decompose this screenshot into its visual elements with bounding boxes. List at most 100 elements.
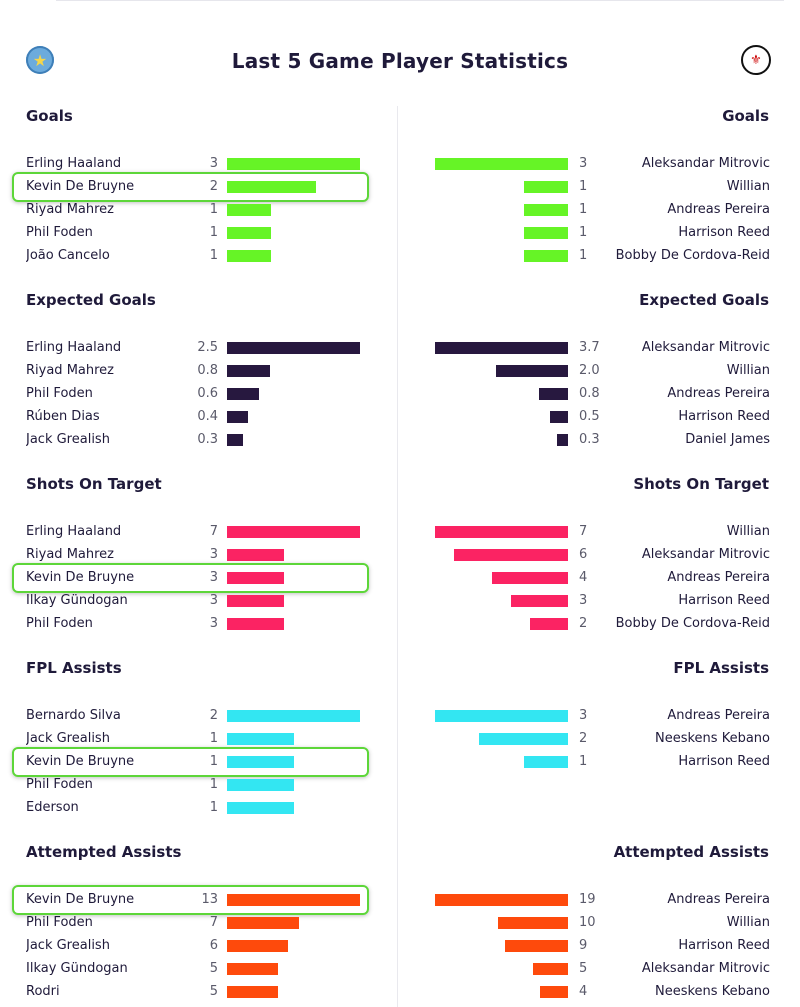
away-player-row[interactable]: 1 Harrison Reed [420, 223, 770, 243]
stat-value: 5 [579, 961, 588, 976]
page-title: Last 5 Game Player Statistics [231, 49, 569, 73]
home-player-row[interactable]: Jack Grealish 0.3 [26, 430, 366, 450]
home-player-row[interactable]: Riyad Mahrez 0.8 [26, 361, 366, 381]
stat-bar [227, 710, 360, 722]
home-player-row[interactable]: Rodri 5 [26, 982, 366, 1002]
stat-value: 2 [579, 616, 588, 631]
player-name: Bernardo Silva [26, 708, 121, 723]
home-player-row[interactable]: Phil Foden 1 [26, 775, 366, 795]
stat-bar [227, 250, 271, 262]
stat-value: 0.6 [197, 386, 218, 401]
home-player-row[interactable]: Bernardo Silva 2 [26, 706, 366, 726]
home-player-row[interactable]: Riyad Mahrez 1 [26, 200, 366, 220]
home-player-row[interactable]: Phil Foden 7 [26, 913, 366, 933]
away-player-row[interactable]: 5 Aleksandar Mitrovic [420, 959, 770, 979]
stat-value: 5 [209, 984, 218, 999]
player-name: Harrison Reed [678, 938, 770, 953]
player-name: Willian [726, 524, 770, 539]
home-player-row[interactable]: Kevin De Bruyne 1 [26, 752, 366, 772]
home-player-row[interactable]: Erling Haaland 7 [26, 522, 366, 542]
highlight-box [12, 563, 369, 593]
away-player-row[interactable]: 2 Neeskens Kebano [420, 729, 770, 749]
away-player-row[interactable]: 0.5 Harrison Reed [420, 407, 770, 427]
away-player-row[interactable]: 2.0 Willian [420, 361, 770, 381]
home-player-row[interactable]: Jack Grealish 6 [26, 936, 366, 956]
stat-value: 3 [209, 156, 218, 171]
player-name: Kevin De Bruyne [26, 179, 135, 194]
home-player-row[interactable]: Erling Haaland 2.5 [26, 338, 366, 358]
away-player-row[interactable]: 6 Aleksandar Mitrovic [420, 545, 770, 565]
home-player-row[interactable]: Phil Foden 0.6 [26, 384, 366, 404]
away-player-row[interactable]: 0.8 Andreas Pereira [420, 384, 770, 404]
stat-value: 3 [209, 547, 218, 562]
stat-bar [524, 181, 568, 193]
player-name: Rúben Dias [26, 409, 100, 424]
stat-bar [454, 549, 568, 561]
home-section-title-xg: Expected Goals [26, 291, 156, 309]
away-player-row[interactable]: 3 Andreas Pereira [420, 706, 770, 726]
stat-bar [227, 595, 284, 607]
stat-bar [524, 756, 568, 768]
away-player-row[interactable]: 1 Andreas Pereira [420, 200, 770, 220]
stat-bar [530, 618, 568, 630]
home-player-row[interactable]: Ilkay Gündogan 5 [26, 959, 366, 979]
player-name: Bobby De Cordova-Reid [615, 248, 770, 263]
stat-bar [435, 158, 568, 170]
player-name: Harrison Reed [678, 225, 770, 240]
player-name: Harrison Reed [678, 409, 770, 424]
away-player-row[interactable]: 3.7 Aleksandar Mitrovic [420, 338, 770, 358]
home-player-row[interactable]: Rúben Dias 0.4 [26, 407, 366, 427]
home-player-row[interactable]: Kevin De Bruyne 13 [26, 890, 366, 910]
stat-bar [557, 434, 568, 446]
stat-value: 2 [209, 179, 218, 194]
player-name: João Cancelo [26, 248, 110, 263]
stat-value: 0.5 [579, 409, 600, 424]
away-player-row[interactable]: 3 Harrison Reed [420, 591, 770, 611]
away-player-row[interactable]: 1 Bobby De Cordova-Reid [420, 246, 770, 266]
away-player-row[interactable]: 0.3 Daniel James [420, 430, 770, 450]
home-player-row[interactable]: Phil Foden 1 [26, 223, 366, 243]
stat-value: 3 [209, 593, 218, 608]
home-player-row[interactable]: João Cancelo 1 [26, 246, 366, 266]
stat-value: 4 [579, 984, 588, 999]
stat-value: 13 [201, 892, 218, 907]
home-player-row[interactable]: Kevin De Bruyne 3 [26, 568, 366, 588]
home-player-row[interactable]: Phil Foden 3 [26, 614, 366, 634]
stat-bar [227, 802, 294, 814]
stat-bar [227, 388, 259, 400]
away-player-row[interactable]: 2 Bobby De Cordova-Reid [420, 614, 770, 634]
home-section-title-attempted: Attempted Assists [26, 843, 182, 861]
away-player-row[interactable]: 3 Aleksandar Mitrovic [420, 154, 770, 174]
stat-bar [227, 158, 360, 170]
home-player-row[interactable]: Erling Haaland 3 [26, 154, 366, 174]
stat-value: 3 [579, 593, 588, 608]
stat-value: 3 [579, 156, 588, 171]
stat-value: 9 [579, 938, 588, 953]
away-player-row[interactable]: 10 Willian [420, 913, 770, 933]
player-name: Harrison Reed [678, 754, 770, 769]
away-player-row[interactable]: 7 Willian [420, 522, 770, 542]
away-player-row[interactable]: 19 Andreas Pereira [420, 890, 770, 910]
home-player-row[interactable]: Ilkay Gündogan 3 [26, 591, 366, 611]
away-player-row[interactable]: 9 Harrison Reed [420, 936, 770, 956]
stat-value: 7 [209, 524, 218, 539]
stat-value: 2.5 [197, 340, 218, 355]
home-section-title-goals: Goals [26, 107, 73, 125]
stat-value: 5 [209, 961, 218, 976]
away-player-row[interactable]: 1 Harrison Reed [420, 752, 770, 772]
away-player-row[interactable]: 4 Neeskens Kebano [420, 982, 770, 1002]
stat-value: 1 [579, 179, 588, 194]
stat-bar [505, 940, 568, 952]
stat-value: 1 [209, 731, 218, 746]
player-name: Phil Foden [26, 616, 93, 631]
stat-bar [227, 411, 248, 423]
home-player-row[interactable]: Riyad Mahrez 3 [26, 545, 366, 565]
home-player-row[interactable]: Jack Grealish 1 [26, 729, 366, 749]
home-player-row[interactable]: Ederson 1 [26, 798, 366, 818]
player-name: Jack Grealish [26, 938, 110, 953]
away-player-row[interactable]: 4 Andreas Pereira [420, 568, 770, 588]
player-name: Willian [726, 179, 770, 194]
away-player-row[interactable]: 1 Willian [420, 177, 770, 197]
home-player-row[interactable]: Kevin De Bruyne 2 [26, 177, 366, 197]
stat-bar [227, 756, 294, 768]
